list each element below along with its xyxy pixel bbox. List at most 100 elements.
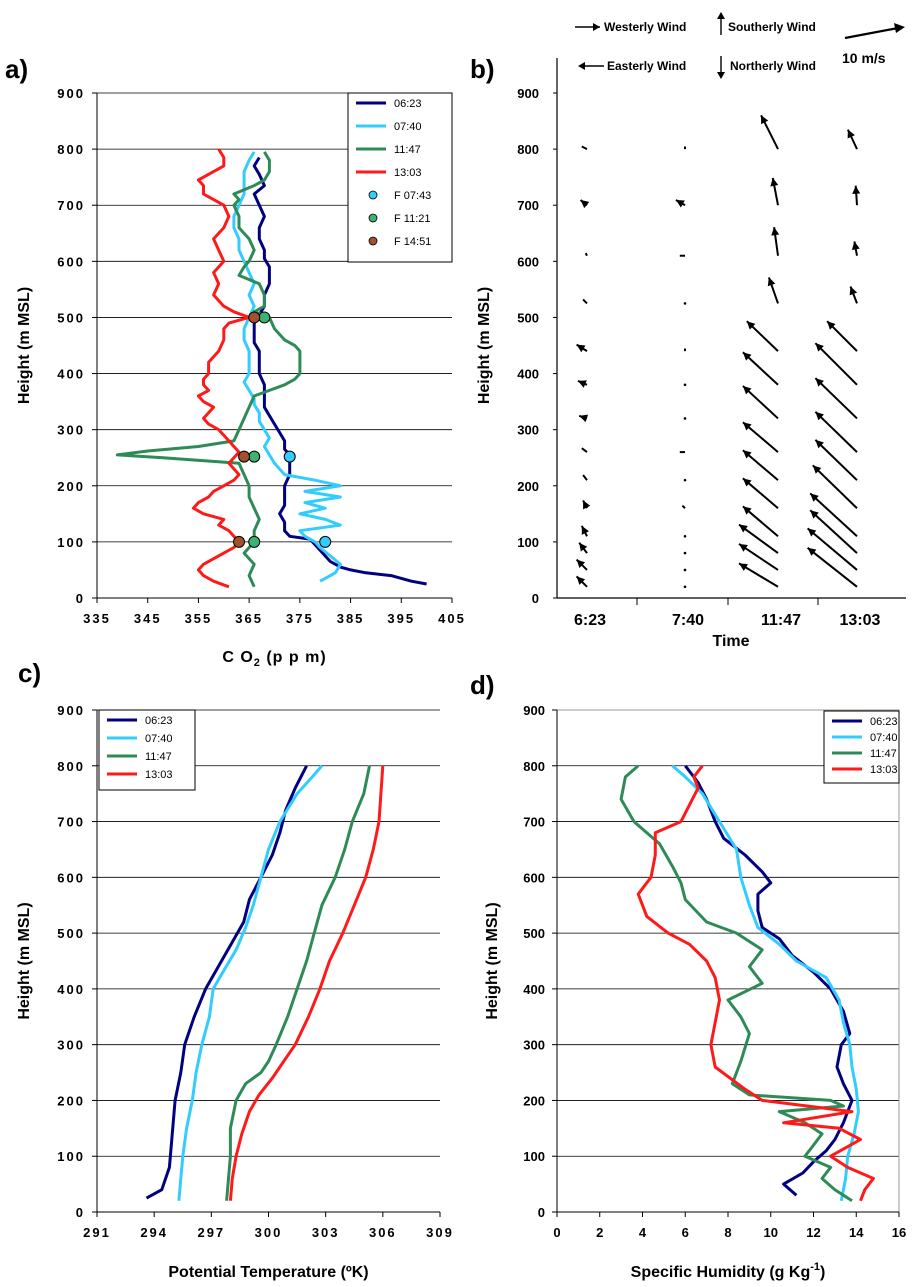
panel-label-b: b) [470, 54, 495, 84]
x-tick-label: 294 [140, 1225, 168, 1240]
y-tick-label: 100 [517, 535, 539, 550]
x-category-label: 13:03 [840, 612, 881, 629]
series-line-0740 [177, 764, 324, 1201]
y-tick-label: 200 [517, 479, 539, 494]
wind-arrowhead [815, 439, 824, 449]
wind-arrowhead [742, 478, 752, 487]
wind-arrow [683, 551, 687, 555]
x-tick-label: 405 [438, 611, 466, 626]
series-line-0623 [145, 765, 308, 1200]
y-axis-label: Height (m MSL) [16, 902, 33, 1019]
legend-box [823, 710, 900, 784]
wind-arrowhead [580, 200, 590, 209]
flight-marker [319, 535, 332, 548]
y-tick-label: 800 [57, 759, 85, 774]
x-tick-label: 297 [197, 1225, 225, 1240]
x-tick-label: 10 [764, 1225, 778, 1240]
wind-arrowhead [810, 493, 819, 502]
legend-entry: 07:40 [145, 733, 173, 745]
legend-box [347, 92, 453, 263]
wind-arrowhead [581, 525, 589, 535]
legend-entry: 07:40 [394, 121, 422, 133]
wind-arrow [683, 478, 687, 482]
x-tick-label: 385 [337, 611, 365, 626]
wind-arrow [683, 302, 687, 305]
wind-arrowhead [761, 115, 769, 125]
legend-entry: 06:23 [870, 716, 898, 728]
wind-arrowhead [746, 321, 756, 330]
wind-arrowhead [807, 528, 817, 537]
legend-entry: 11:47 [870, 748, 897, 760]
legend-entry: 11:47 [394, 144, 421, 156]
wind-arrow [814, 377, 858, 420]
x-tick-label: 309 [426, 1225, 454, 1240]
x-tick-label: 303 [312, 1225, 340, 1240]
legend-entry: F 07:43 [394, 190, 431, 202]
x-tick-label: 12 [806, 1225, 820, 1240]
scale-arrowhead-icon [894, 23, 905, 33]
panel-label-a: a) [5, 54, 28, 84]
y-tick-label: 100 [57, 1149, 85, 1164]
wind-arrow [581, 145, 588, 151]
y-tick-label: 900 [57, 703, 85, 718]
y-tick-label: 500 [57, 310, 85, 325]
y-axis-label: Height (m MSL) [16, 287, 33, 404]
y-tick-label: 0 [76, 591, 85, 606]
y-tick-label: 300 [523, 1038, 545, 1053]
y-tick-label: 500 [57, 926, 85, 941]
y-tick-label: 700 [57, 815, 85, 830]
wind-arrowhead [579, 542, 588, 552]
wind-arrowhead [770, 177, 779, 187]
series-line-0623 [252, 156, 427, 586]
y-tick-label: 400 [517, 367, 539, 382]
y-tick-label: 0 [532, 591, 539, 606]
wind-arrow [683, 585, 687, 589]
legend-entry: 06:23 [145, 715, 173, 727]
southerly-wind-label: Southerly Wind [728, 20, 816, 34]
x-axis-label-unit: (p p m) [261, 649, 327, 666]
y-tick-label: 500 [517, 310, 539, 325]
wind-key: Westerly Wind Southerly Wind Easterly Wi… [575, 12, 905, 79]
x-tick-label: 335 [83, 611, 111, 626]
wind-arrow [582, 474, 588, 481]
x-tick-label: 8 [724, 1225, 731, 1240]
wind-arrow [683, 534, 687, 538]
wind-arrow [814, 342, 858, 386]
legend-entry: 13:03 [394, 167, 422, 179]
y-tick-label: 400 [523, 982, 545, 997]
panel-c-potential-temperature-chart: 0 100 200 300 400 500 600 700 800 900 291 294 297 300… [16, 703, 454, 1281]
x-tick-label: 306 [369, 1225, 397, 1240]
y-tick-label: 800 [523, 759, 545, 774]
y-tick-label: 300 [57, 423, 85, 438]
flight-marker [248, 311, 261, 324]
easterly-wind-label: Easterly Wind [607, 59, 686, 73]
wind-arrow [683, 383, 687, 387]
series-line-1303 [636, 764, 875, 1202]
wind-arrowhead [742, 352, 752, 361]
northerly-arrowhead-icon [717, 72, 725, 79]
x-category-label: 11:47 [761, 612, 801, 629]
legend-entry: F 14:51 [394, 236, 431, 248]
wind-arrowhead [852, 185, 861, 194]
x-tick-label: 395 [387, 611, 415, 626]
y-tick-label: 600 [57, 870, 85, 885]
easterly-arrowhead-icon [578, 62, 585, 70]
wind-arrowhead [849, 286, 858, 296]
y-tick-label: 400 [57, 982, 85, 997]
panel-d-specific-humidity-chart: 0 100 200 300 400 500 600 700 800 900 0 2 4 6 8 10 12 14 1… [484, 703, 906, 1281]
y-tick-label: 300 [57, 1038, 85, 1053]
x-axis-label: Potential Temperature (ºK) [168, 1264, 368, 1281]
wind-arrowhead [739, 543, 748, 552]
wind-arrowhead [851, 241, 860, 251]
x-tick-label: 291 [83, 1225, 111, 1240]
x-axis-label: C O2 (p p m) [222, 649, 326, 669]
wind-arrow [814, 411, 858, 453]
x-tick-label: 2 [596, 1225, 603, 1240]
y-tick-label: 600 [523, 870, 545, 885]
wind-arrowhead [742, 385, 752, 395]
y-axis-label: Height (m MSL) [484, 902, 501, 1019]
y-tick-label: 800 [57, 142, 85, 157]
x-tick-label: 355 [185, 611, 213, 626]
x-tick-label: 4 [639, 1225, 647, 1240]
